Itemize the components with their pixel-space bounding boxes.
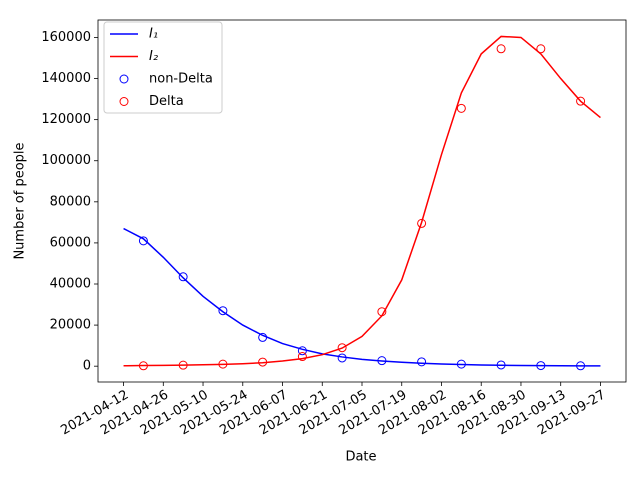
data-point [456,359,466,369]
data-point [417,218,427,228]
series-line [123,227,601,367]
y-tick-label: 80000 [50,194,91,209]
data-point [297,352,307,362]
x-axis-label: Date [345,450,376,465]
data-point [377,307,387,317]
y-tick-label: 20000 [50,318,91,333]
data-point [536,361,546,371]
y-axis-label: Number of people [13,142,28,259]
legend-box [103,21,223,114]
legend-swatch [119,97,129,106]
data-point [337,343,347,353]
legend-swatch [119,74,129,84]
legend-label: non-Delta [149,72,213,87]
data-point [258,357,268,367]
axes-frame [97,19,627,383]
data-point [297,346,307,356]
legend-label: Delta [149,94,184,109]
data-point [258,332,268,342]
data-point [218,359,228,369]
data-point [536,44,546,54]
y-tick-label: 60000 [50,235,91,250]
y-tick-label: 0 [83,359,91,374]
legend-label: I₁ [149,27,158,42]
data-point [377,356,387,366]
data-point [456,103,466,113]
data-point [337,353,347,363]
data-point [138,236,148,246]
data-point [576,361,586,371]
data-point [496,360,506,370]
data-point [576,96,586,106]
data-point [178,360,188,370]
data-point [218,306,228,316]
data-point [138,361,148,371]
y-tick-label: 40000 [50,277,91,292]
series-line [123,35,601,367]
legend-label: I₂ [149,49,158,64]
data-point [496,44,506,54]
data-point [417,357,427,367]
y-tick-label: 140000 [41,71,91,86]
y-tick-label: 120000 [41,112,91,127]
y-tick-label: 100000 [41,153,91,168]
data-point [178,272,188,282]
y-tick-label: 160000 [41,30,91,45]
